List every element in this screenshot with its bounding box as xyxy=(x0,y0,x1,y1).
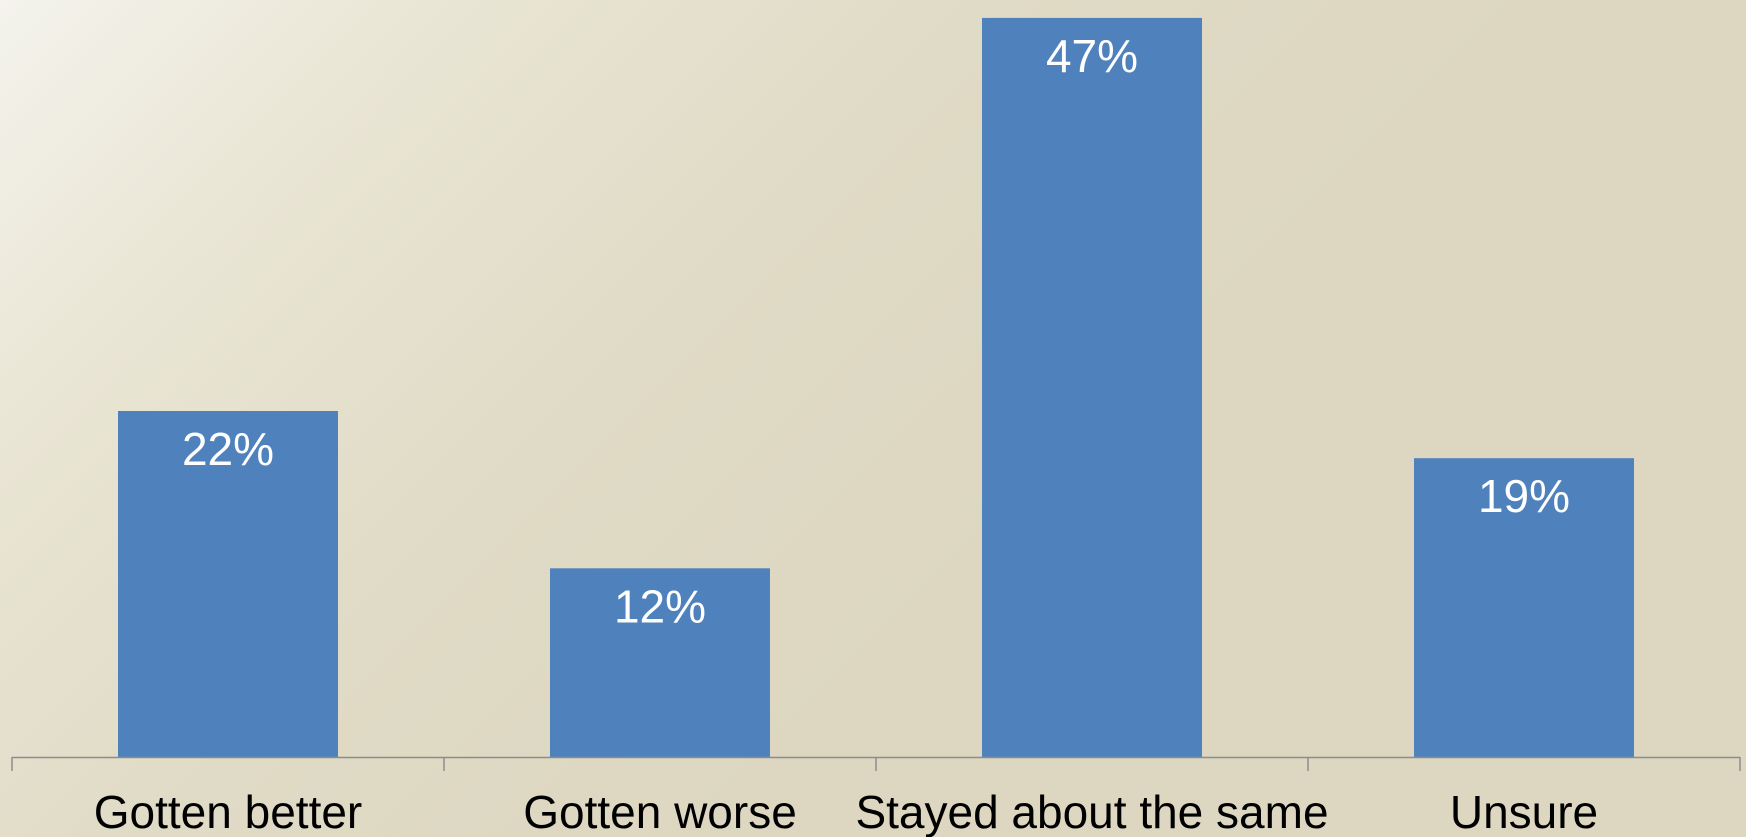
x-tick-label: Gotten worse xyxy=(523,786,797,837)
bar xyxy=(1414,458,1634,757)
bar xyxy=(982,17,1202,757)
bars-layer xyxy=(118,17,1634,757)
data-label: 19% xyxy=(1478,470,1570,522)
bar xyxy=(118,411,338,757)
data-label: 22% xyxy=(182,423,274,475)
data-label: 47% xyxy=(1046,30,1138,82)
x-axis xyxy=(11,756,1741,771)
x-tick-label: Gotten better xyxy=(94,786,363,837)
data-label: 12% xyxy=(614,580,706,632)
bar xyxy=(550,568,770,757)
labels-layer: 22% Gotten better 12% Gotten worse 47% Stayed… xyxy=(94,30,1598,837)
x-tick-label: Stayed about the same xyxy=(855,786,1328,837)
x-tick-label: Unsure xyxy=(1450,786,1598,837)
